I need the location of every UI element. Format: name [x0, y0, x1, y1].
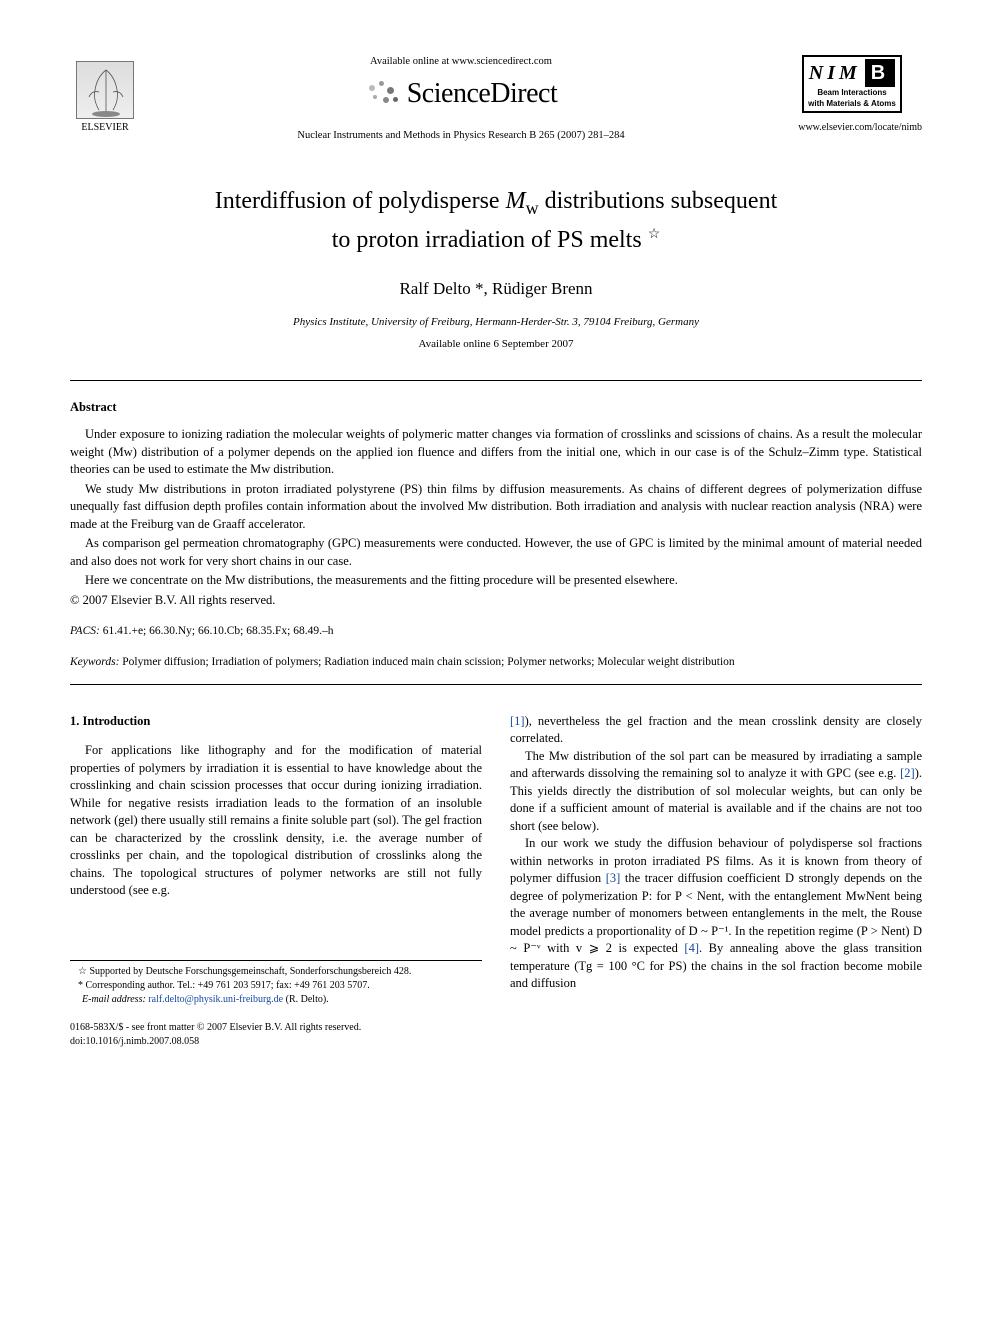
abstract-p2: We study Mw distributions in proton irra… — [70, 481, 922, 534]
pacs-label: PACS: — [70, 625, 100, 637]
nimb-journal-box: NIM B Beam Interactions with Materials &… — [782, 55, 922, 135]
divider-bottom — [70, 684, 922, 685]
footnote-email-label: E-mail address: — [82, 994, 148, 1005]
affiliation: Physics Institute, University of Freibur… — [70, 315, 922, 330]
right-p1b: ), nevertheless the gel fraction and the… — [510, 714, 922, 746]
sciencedirect-text: ScienceDirect — [407, 74, 558, 113]
divider-top — [70, 380, 922, 381]
article-title-line2: to proton irradiation of PS melts ☆ — [70, 224, 922, 258]
footnote-2c: (R. Delto). — [283, 994, 329, 1005]
elsevier-logo: ELSEVIER — [70, 55, 140, 135]
title-w-subscript: w — [526, 197, 539, 217]
ref-link-1[interactable]: [1] — [510, 714, 525, 728]
copyright-line: © 2007 Elsevier B.V. All rights reserved… — [70, 592, 922, 610]
nimb-subtitle-1: Beam Interactions — [808, 89, 896, 98]
center-header: Available online at www.sciencedirect.co… — [140, 55, 782, 144]
authors: Ralf Delto *, Rüdiger Brenn — [70, 277, 922, 301]
article-title-line1: Interdiffusion of polydisperse Mw distri… — [70, 186, 922, 220]
right-body-text: [1]), nevertheless the gel fraction and … — [510, 713, 922, 993]
nimb-subtitle-2: with Materials & Atoms — [808, 100, 896, 109]
left-p1: For applications like lithography and fo… — [70, 742, 482, 900]
abstract-heading: Abstract — [70, 399, 922, 417]
left-body-text: For applications like lithography and fo… — [70, 742, 482, 900]
right-column: [1]), nevertheless the gel fraction and … — [510, 713, 922, 1007]
footer-line1: 0168-583X/$ - see front matter © 2007 El… — [70, 1021, 922, 1035]
nimb-b-letter: B — [865, 59, 895, 87]
right-p3: In our work we study the diffusion behav… — [510, 835, 922, 993]
right-p2a: The Mw distribution of the sol part can … — [510, 749, 922, 781]
nimb-letters: NIM — [809, 59, 861, 87]
left-column: 1. Introduction For applications like li… — [70, 713, 482, 1007]
section-1-heading: 1. Introduction — [70, 713, 482, 731]
available-online-text: Available online at www.sciencedirect.co… — [160, 55, 762, 70]
keywords-line: Keywords: Polymer diffusion; Irradiation… — [70, 654, 922, 670]
footer-line2: doi:10.1016/j.nimb.2007.08.058 — [70, 1035, 922, 1049]
abstract-p4: Here we concentrate on the Mw distributi… — [70, 572, 922, 590]
locate-url: www.elsevier.com/locate/nimb — [782, 121, 922, 135]
footer: 0168-583X/$ - see front matter © 2007 El… — [70, 1021, 922, 1049]
elsevier-tree-icon — [76, 61, 134, 119]
keywords-value: Polymer diffusion; Irradiation of polyme… — [119, 656, 734, 668]
right-p2: The Mw distribution of the sol part can … — [510, 748, 922, 836]
footnote-2: * Corresponding author. Tel.: +49 761 20… — [70, 979, 482, 993]
sciencedirect-dots-icon — [365, 79, 399, 107]
sciencedirect-logo: ScienceDirect — [365, 74, 558, 113]
page-container: ELSEVIER Available online at www.science… — [0, 0, 992, 1089]
footnote-1: ☆ Supported by Deutsche Forschungsgemein… — [70, 965, 482, 979]
ref-link-3[interactable]: [3] — [606, 871, 621, 885]
abstract-p3: As comparison gel permeation chromatogra… — [70, 535, 922, 570]
footnotes: ☆ Supported by Deutsche Forschungsgemein… — [70, 960, 482, 1007]
email-link[interactable]: ralf.delto@physik.uni-freiburg.de — [148, 994, 283, 1005]
available-date: Available online 6 September 2007 — [70, 337, 922, 352]
title-m: M — [506, 188, 526, 214]
title-line2-text: to proton irradiation of PS melts — [332, 227, 642, 253]
two-column-body: 1. Introduction For applications like li… — [70, 713, 922, 1007]
nimb-logo: NIM B Beam Interactions with Materials &… — [802, 55, 902, 113]
footnote-2a: * Corresponding author. Tel.: +49 761 20… — [78, 980, 370, 991]
pacs-line: PACS: 61.41.+e; 66.30.Ny; 66.10.Cb; 68.3… — [70, 623, 922, 639]
title-star-note: ☆ — [648, 227, 661, 242]
abstract-section: Abstract Under exposure to ionizing radi… — [70, 399, 922, 610]
journal-reference: Nuclear Instruments and Methods in Physi… — [160, 129, 762, 144]
keywords-label: Keywords: — [70, 656, 119, 668]
elsevier-text: ELSEVIER — [81, 121, 128, 135]
footnote-email-line: E-mail address: ralf.delto@physik.uni-fr… — [70, 993, 482, 1007]
header-row: ELSEVIER Available online at www.science… — [70, 55, 922, 144]
pacs-value: 61.41.+e; 66.30.Ny; 66.10.Cb; 68.35.Fx; … — [100, 625, 334, 637]
ref-link-2[interactable]: [2] — [900, 766, 915, 780]
ref-link-4[interactable]: [4] — [684, 941, 699, 955]
abstract-p1: Under exposure to ionizing radiation the… — [70, 426, 922, 479]
title-text-a: Interdiffusion of polydisperse — [215, 188, 506, 214]
right-p1: [1]), nevertheless the gel fraction and … — [510, 713, 922, 748]
title-text-b: distributions subsequent — [539, 188, 778, 214]
